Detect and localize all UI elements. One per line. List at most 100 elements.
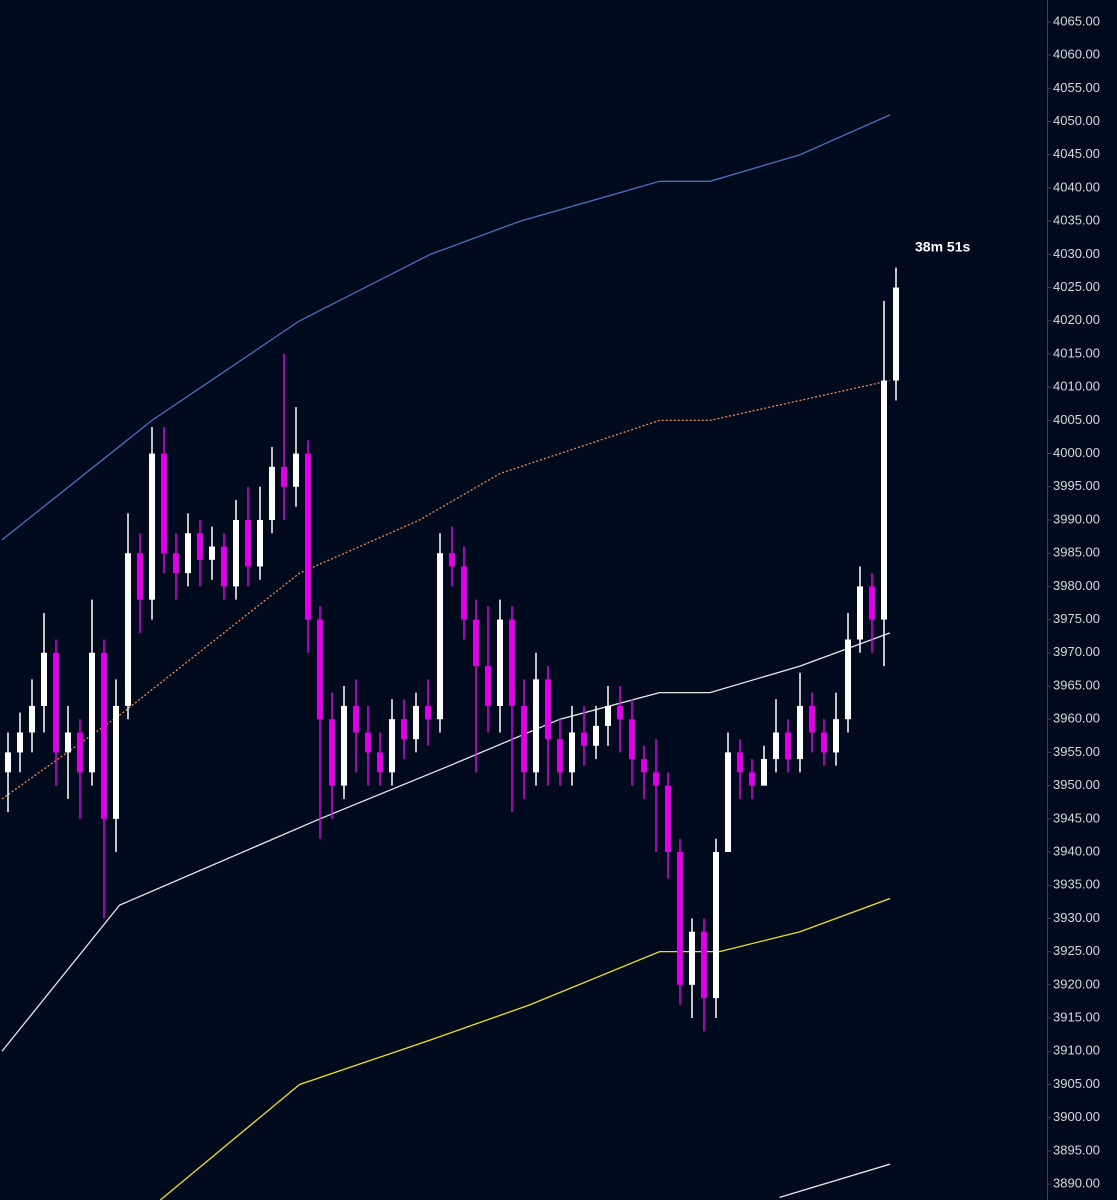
- candle-body: [653, 772, 659, 786]
- indicator-line: [159, 897, 891, 1200]
- candle-body: [197, 533, 203, 560]
- candle-body: [185, 533, 191, 574]
- candle-body: [353, 705, 359, 733]
- candle-body: [137, 553, 143, 600]
- y-tick-label: 4055.00: [1053, 80, 1100, 95]
- y-tick-label: 4010.00: [1053, 379, 1100, 394]
- y-tick-label: 3990.00: [1053, 511, 1100, 526]
- candle-body: [221, 546, 227, 587]
- y-tick-label: 3930.00: [1053, 910, 1100, 925]
- candle-body: [101, 652, 107, 819]
- y-tick-label: 4045.00: [1053, 146, 1100, 161]
- candle-body: [425, 705, 431, 720]
- candle-body: [497, 619, 503, 706]
- y-tick-label: 4005.00: [1053, 412, 1100, 427]
- candle-body: [449, 553, 455, 567]
- indicator-line: [1, 114, 891, 541]
- y-tick-label: 3905.00: [1053, 1076, 1100, 1091]
- candle-body: [569, 732, 575, 773]
- y-tick-label: 4060.00: [1053, 47, 1100, 62]
- candle-body: [65, 732, 71, 753]
- y-tick-label: 4065.00: [1053, 13, 1100, 28]
- y-tick-label: 4015.00: [1053, 345, 1100, 360]
- candle-body: [305, 453, 311, 620]
- y-tick-label: 3945.00: [1053, 810, 1100, 825]
- candle-body: [233, 519, 239, 587]
- y-tick-label: 3975.00: [1053, 611, 1100, 626]
- candle-body: [389, 719, 395, 773]
- candle-body: [473, 619, 479, 667]
- candle-body: [461, 566, 467, 620]
- candle-body: [149, 453, 155, 600]
- candle-body: [713, 852, 719, 999]
- y-tick-label: 4035.00: [1053, 213, 1100, 228]
- candle-body: [557, 739, 563, 773]
- candle-body: [5, 752, 11, 773]
- y-tick-label: 3925.00: [1053, 943, 1100, 958]
- y-tick-label: 3985.00: [1053, 545, 1100, 560]
- candle-body: [857, 586, 863, 640]
- candle-body: [29, 705, 35, 733]
- candle-body: [413, 705, 419, 740]
- candle-body: [365, 732, 371, 753]
- candle-body: [617, 705, 623, 720]
- candle-body: [533, 679, 539, 773]
- y-tick-label: 3900.00: [1053, 1109, 1100, 1124]
- candle-body: [881, 380, 887, 620]
- indicator-line: [1, 632, 891, 1052]
- candle-body: [629, 719, 635, 760]
- y-tick-label: 3940.00: [1053, 843, 1100, 858]
- y-tick-label: 3965.00: [1053, 677, 1100, 692]
- candle-body: [89, 652, 95, 773]
- candle-body: [845, 639, 851, 720]
- candle-body: [269, 466, 275, 520]
- y-tick-label: 4000.00: [1053, 445, 1100, 460]
- plot-area: [1, 114, 899, 1200]
- candle-body: [581, 732, 587, 746]
- candle-body: [737, 752, 743, 773]
- candle-body: [485, 666, 491, 706]
- y-tick-label: 3935.00: [1053, 877, 1100, 892]
- y-tick-label: 3955.00: [1053, 744, 1100, 759]
- candle-body: [701, 931, 707, 999]
- candle-body: [113, 705, 119, 819]
- candle-body: [749, 772, 755, 786]
- candle-body: [77, 732, 83, 773]
- countdown: 38m 51s: [915, 239, 970, 255]
- candle-body: [209, 546, 215, 560]
- candle-body: [281, 466, 287, 487]
- y-tick-label: 3920.00: [1053, 976, 1100, 991]
- candle-body: [833, 719, 839, 753]
- candle-body: [821, 732, 827, 753]
- candle-body: [125, 553, 131, 706]
- candle-body: [761, 759, 767, 786]
- y-tick-label: 3995.00: [1053, 478, 1100, 493]
- candle-body: [317, 619, 323, 720]
- y-tick-label: 4020.00: [1053, 312, 1100, 327]
- candle-body: [257, 519, 263, 567]
- candle-body: [401, 719, 407, 740]
- candle-body: [797, 705, 803, 760]
- candle-body: [329, 719, 335, 786]
- candle-body: [593, 725, 599, 746]
- y-tick-label: 3970.00: [1053, 644, 1100, 659]
- y-tick-label: 3960.00: [1053, 711, 1100, 726]
- candle-body: [677, 852, 683, 985]
- y-tick-label: 3980.00: [1053, 578, 1100, 593]
- candle-body: [41, 652, 47, 706]
- candle-body: [605, 705, 611, 726]
- candle-body: [641, 759, 647, 773]
- candle-body: [341, 705, 347, 786]
- candle-body: [245, 519, 251, 567]
- indicator-line: [1, 379, 891, 800]
- candle-body: [545, 679, 551, 740]
- candle-body: [509, 619, 515, 706]
- candle-body: [893, 287, 899, 381]
- candle-body: [785, 732, 791, 760]
- candle-body: [17, 732, 23, 753]
- candle-body: [293, 453, 299, 487]
- y-tick-label: 3895.00: [1053, 1142, 1100, 1157]
- y-tick-label: 3910.00: [1053, 1043, 1100, 1058]
